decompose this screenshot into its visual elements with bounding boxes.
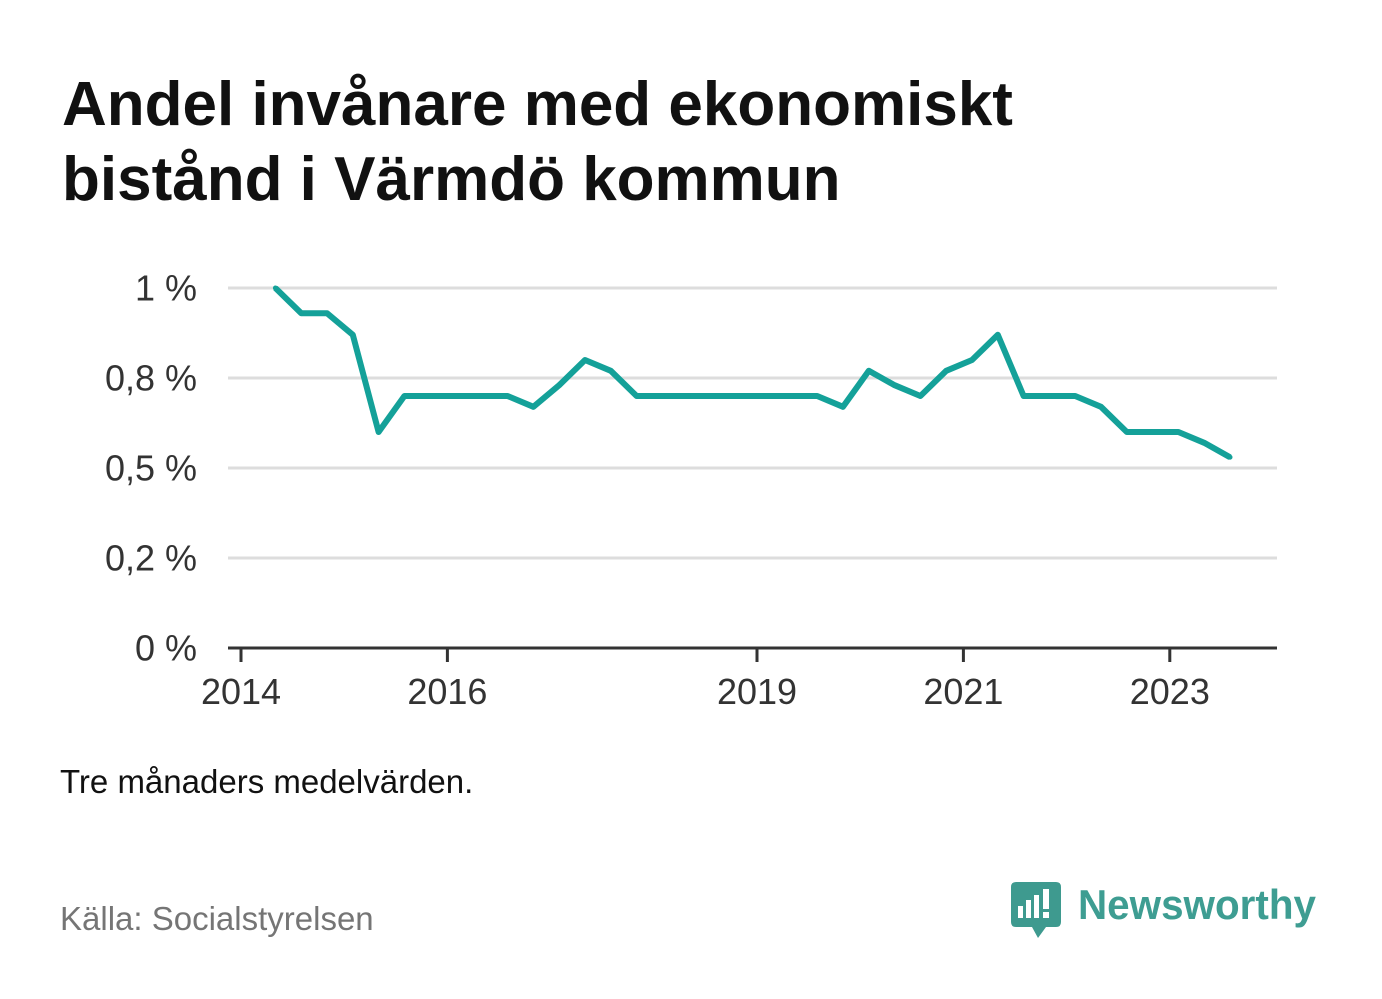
data-point xyxy=(1150,429,1156,435)
data-point xyxy=(479,393,485,399)
data-point xyxy=(1046,393,1052,399)
chart-title-line-1: Andel invånare med ekonomiskt xyxy=(62,70,1013,139)
data-point xyxy=(892,382,898,388)
data-point xyxy=(298,310,304,316)
y-tick-label: 0 % xyxy=(135,628,197,669)
data-point xyxy=(1175,429,1181,435)
newsworthy-logo-text: Newsworthy xyxy=(1078,881,1317,928)
x-axis: 2014 2016 2019 2021 2023 xyxy=(201,646,1277,712)
data-point xyxy=(814,393,820,399)
gridlines xyxy=(228,286,1277,560)
data-point xyxy=(711,393,717,399)
x-tick-label: 2016 xyxy=(407,671,487,712)
data-point xyxy=(763,393,769,399)
y-axis: 1 % 0,8 % 0,5 % 0,2 % 0 % xyxy=(105,268,197,669)
data-point xyxy=(659,393,665,399)
chart-note: Tre månaders medelvärden. xyxy=(60,763,473,800)
data-point xyxy=(737,393,743,399)
data-point xyxy=(634,393,640,399)
x-tick-label: 2021 xyxy=(923,671,1003,712)
series-line xyxy=(273,285,1232,460)
data-point xyxy=(969,357,975,363)
data-point xyxy=(582,357,588,363)
data-point xyxy=(453,393,459,399)
y-tick-label: 1 % xyxy=(135,268,197,309)
data-point xyxy=(556,382,562,388)
data-point xyxy=(608,368,614,374)
y-tick-label: 0,5 % xyxy=(105,448,197,489)
y-tick-label: 0,2 % xyxy=(105,538,197,579)
data-point xyxy=(376,429,382,435)
data-point xyxy=(917,393,923,399)
data-point xyxy=(866,368,872,374)
data-point xyxy=(1201,440,1207,446)
x-tick-label: 2019 xyxy=(717,671,797,712)
data-point xyxy=(530,404,536,410)
data-point xyxy=(1124,429,1130,435)
x-tick-label: 2014 xyxy=(201,671,281,712)
newsworthy-logo-icon xyxy=(1011,882,1061,938)
data-point xyxy=(1021,393,1027,399)
data-point xyxy=(995,332,1001,338)
data-point xyxy=(427,393,433,399)
y-tick-label: 0,8 % xyxy=(105,358,197,399)
data-point xyxy=(788,393,794,399)
data-point xyxy=(401,393,407,399)
data-point xyxy=(272,285,278,291)
source-text: Källa: Socialstyrelsen xyxy=(60,900,374,937)
series-line-group xyxy=(272,285,1233,460)
data-point xyxy=(840,404,846,410)
data-point xyxy=(685,393,691,399)
data-point xyxy=(505,393,511,399)
data-point xyxy=(943,368,949,374)
data-point xyxy=(1227,454,1233,460)
data-point xyxy=(1072,393,1078,399)
x-tick-label: 2023 xyxy=(1130,671,1210,712)
chart-title-line-2: bistånd i Värmdö kommun xyxy=(62,145,841,214)
data-point xyxy=(324,310,330,316)
data-point xyxy=(350,332,356,338)
data-point xyxy=(1098,404,1104,410)
